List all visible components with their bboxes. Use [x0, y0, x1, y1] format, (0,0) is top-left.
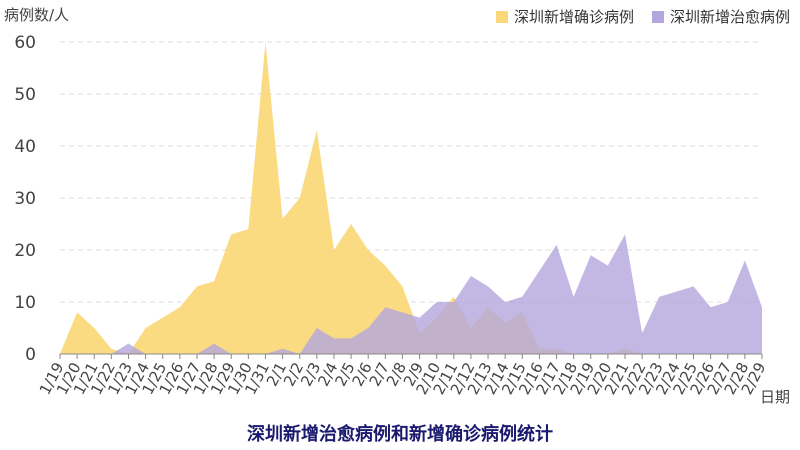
data-point-confirmed-1/28 — [213, 280, 215, 282]
data-point-cured-2/22 — [641, 332, 643, 334]
y-tick-label-30: 30 — [14, 189, 36, 209]
data-point-cured-1/28 — [213, 342, 215, 344]
data-point-confirmed-1/29 — [230, 233, 232, 235]
data-point-confirmed-1/27 — [196, 285, 198, 287]
data-point-confirmed-2/16 — [538, 348, 540, 350]
data-point-cured-2/11 — [453, 301, 455, 303]
data-point-cured-2/8 — [401, 311, 403, 313]
data-point-cured-2/28 — [744, 259, 746, 261]
data-point-confirmed-2/7 — [384, 264, 386, 266]
data-point-cured-1/23 — [127, 342, 129, 344]
data-point-confirmed-2/10 — [435, 316, 437, 318]
data-point-confirmed-1/20 — [76, 311, 78, 313]
data-point-cured-2/25 — [692, 285, 694, 287]
data-point-cured-2/6 — [367, 327, 369, 329]
data-point-confirmed-2/9 — [418, 332, 420, 334]
data-point-confirmed-2/1 — [281, 218, 283, 220]
data-point-cured-2/3 — [316, 327, 318, 329]
data-point-confirmed-1/31 — [264, 41, 266, 43]
data-point-cured-2/14 — [504, 301, 506, 303]
data-point-cured-2/4 — [333, 337, 335, 339]
data-point-cured-2/7 — [384, 306, 386, 308]
data-point-confirmed-2/12 — [470, 327, 472, 329]
data-point-cured-2/17 — [555, 244, 557, 246]
data-point-cured-2/12 — [470, 275, 472, 277]
data-point-cured-2/9 — [418, 316, 420, 318]
data-point-confirmed-2/15 — [521, 311, 523, 313]
legend-label-confirmed: 深圳新增确诊病例 — [513, 8, 634, 26]
data-point-cured-2/29 — [761, 306, 763, 308]
data-point-cured-2/21 — [624, 233, 626, 235]
data-point-cured-2/24 — [675, 290, 677, 292]
data-point-cured-2/16 — [538, 270, 540, 272]
data-point-confirmed-2/6 — [367, 249, 369, 251]
series-area-confirmed — [60, 42, 762, 354]
data-point-confirmed-2/2 — [299, 197, 301, 199]
data-point-confirmed-2/11 — [453, 296, 455, 298]
data-point-confirmed-2/3 — [316, 129, 318, 131]
data-point-cured-2/18 — [572, 296, 574, 298]
y-tick-label-20: 20 — [14, 241, 36, 261]
data-point-cured-2/5 — [350, 337, 352, 339]
data-point-cured-2/26 — [709, 306, 711, 308]
data-point-confirmed-2/14 — [504, 322, 506, 324]
data-point-confirmed-1/24 — [144, 327, 146, 329]
legend-swatch-confirmed — [495, 10, 508, 23]
data-point-confirmed-1/22 — [110, 348, 112, 350]
data-point-confirmed-2/5 — [350, 223, 352, 225]
legend-swatch-cured — [651, 10, 664, 23]
legend-label-cured: 深圳新增治愈病例 — [669, 8, 790, 26]
y-tick-label-60: 60 — [14, 33, 36, 53]
series-area-cured — [60, 234, 762, 354]
data-point-cured-2/20 — [607, 264, 609, 266]
y-axis-label: 病例数/人 — [4, 6, 70, 24]
data-point-confirmed-1/26 — [179, 306, 181, 308]
data-point-cured-2/1 — [281, 348, 283, 350]
data-point-cured-2/10 — [435, 301, 437, 303]
data-point-confirmed-2/4 — [333, 249, 335, 251]
data-point-confirmed-1/21 — [93, 327, 95, 329]
y-tick-label-50: 50 — [14, 85, 36, 105]
data-point-cured-2/27 — [727, 301, 729, 303]
data-point-confirmed-1/30 — [247, 228, 249, 230]
y-tick-label-0: 0 — [25, 345, 36, 365]
data-point-cured-2/19 — [590, 254, 592, 256]
data-point-confirmed-1/25 — [162, 316, 164, 318]
x-axis-label: 日期 — [760, 388, 791, 406]
data-point-confirmed-2/21 — [624, 348, 626, 350]
data-point-cured-2/13 — [487, 285, 489, 287]
y-tick-label-10: 10 — [14, 293, 36, 313]
data-point-cured-2/15 — [521, 296, 523, 298]
chart-legend: 深圳新增确诊病例 深圳新增治愈病例 — [495, 6, 790, 27]
chart-title: 深圳新增治愈病例和新增确诊病例统计 — [247, 424, 553, 445]
data-point-confirmed-2/8 — [401, 285, 403, 287]
legend-item-cured: 深圳新增治愈病例 — [651, 6, 790, 27]
y-tick-label-40: 40 — [14, 137, 36, 157]
data-point-cured-2/23 — [658, 296, 660, 298]
data-point-confirmed-2/13 — [487, 306, 489, 308]
legend-item-confirmed: 深圳新增确诊病例 — [495, 6, 634, 27]
data-point-confirmed-2/17 — [555, 348, 557, 350]
